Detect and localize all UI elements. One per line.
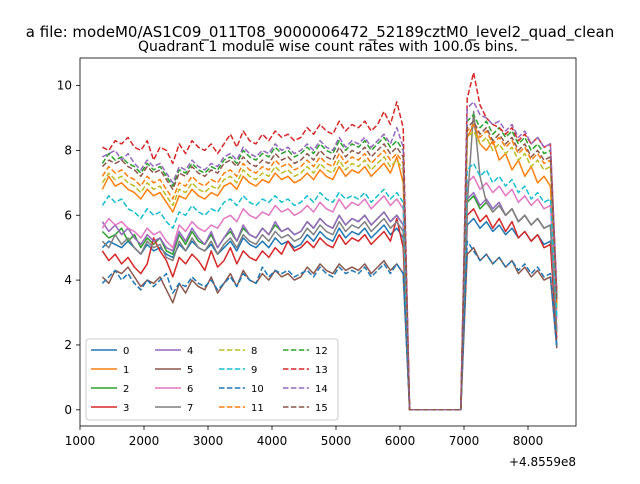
legend-label-8: 8 [251, 346, 257, 357]
series-line-14 [102, 101, 558, 411]
legend-label-2: 2 [123, 384, 129, 395]
series-line-3 [101, 208, 558, 411]
series-line-6 [101, 175, 558, 411]
series-line-10 [101, 240, 558, 411]
y-tick-label: 10 [57, 79, 72, 93]
y-axis: 0 2 4 6 8 10 [57, 79, 80, 417]
series-line-0 [101, 217, 558, 411]
series-line-12 [101, 113, 558, 411]
x-tick-label: 5000 [321, 434, 352, 448]
legend-label-15: 15 [315, 403, 328, 414]
series-line-13 [102, 71, 558, 411]
legend-label-4: 4 [187, 346, 193, 357]
legend-label-3: 3 [123, 403, 129, 414]
x-axis: 1000 2000 3000 4000 5000 6000 7000 8000 [65, 426, 544, 448]
legend-label-9: 9 [251, 365, 257, 376]
x-tick-label: 7000 [449, 434, 480, 448]
figure-suptitle: a file: modeM0/AS1C09_011T08_9000006472_… [26, 23, 614, 42]
x-tick-label: 8000 [513, 434, 544, 448]
legend-label-14: 14 [315, 384, 328, 395]
x-tick-label: 3000 [193, 434, 224, 448]
series-line-9 [101, 162, 558, 411]
legend-label-12: 12 [315, 346, 328, 357]
chart-title: Quadrant 1 module wise count rates with … [138, 39, 518, 55]
legend-label-13: 13 [315, 365, 328, 376]
legend-box [85, 338, 339, 421]
x-tick-label: 1000 [65, 434, 96, 448]
y-tick-label: 6 [64, 208, 72, 222]
plot-border [79, 57, 577, 427]
x-offset-text: +4.8559e8 [509, 455, 576, 469]
legend-label-5: 5 [187, 365, 193, 376]
y-tick-label: 0 [64, 403, 72, 417]
legend-label-7: 7 [187, 403, 193, 414]
legend-label-0: 0 [123, 346, 129, 357]
y-tick-label: 8 [64, 143, 72, 157]
x-tick-label: 2000 [129, 434, 160, 448]
legend-label-10: 10 [251, 384, 264, 395]
y-tick-label: 4 [64, 273, 72, 287]
legend-label-11: 11 [251, 403, 264, 414]
series-line-11 [101, 123, 558, 411]
series-line-8 [101, 130, 558, 411]
series-layer [101, 71, 558, 411]
y-tick-label: 2 [64, 338, 72, 352]
series-line-1 [101, 123, 558, 411]
x-tick-label: 4000 [257, 434, 288, 448]
series-line-15 [101, 120, 558, 411]
series-line-4 [101, 191, 558, 411]
series-line-7 [101, 110, 558, 411]
legend-label-6: 6 [187, 384, 193, 395]
x-tick-label: 6000 [385, 434, 416, 448]
legend-label-1: 1 [123, 365, 129, 376]
